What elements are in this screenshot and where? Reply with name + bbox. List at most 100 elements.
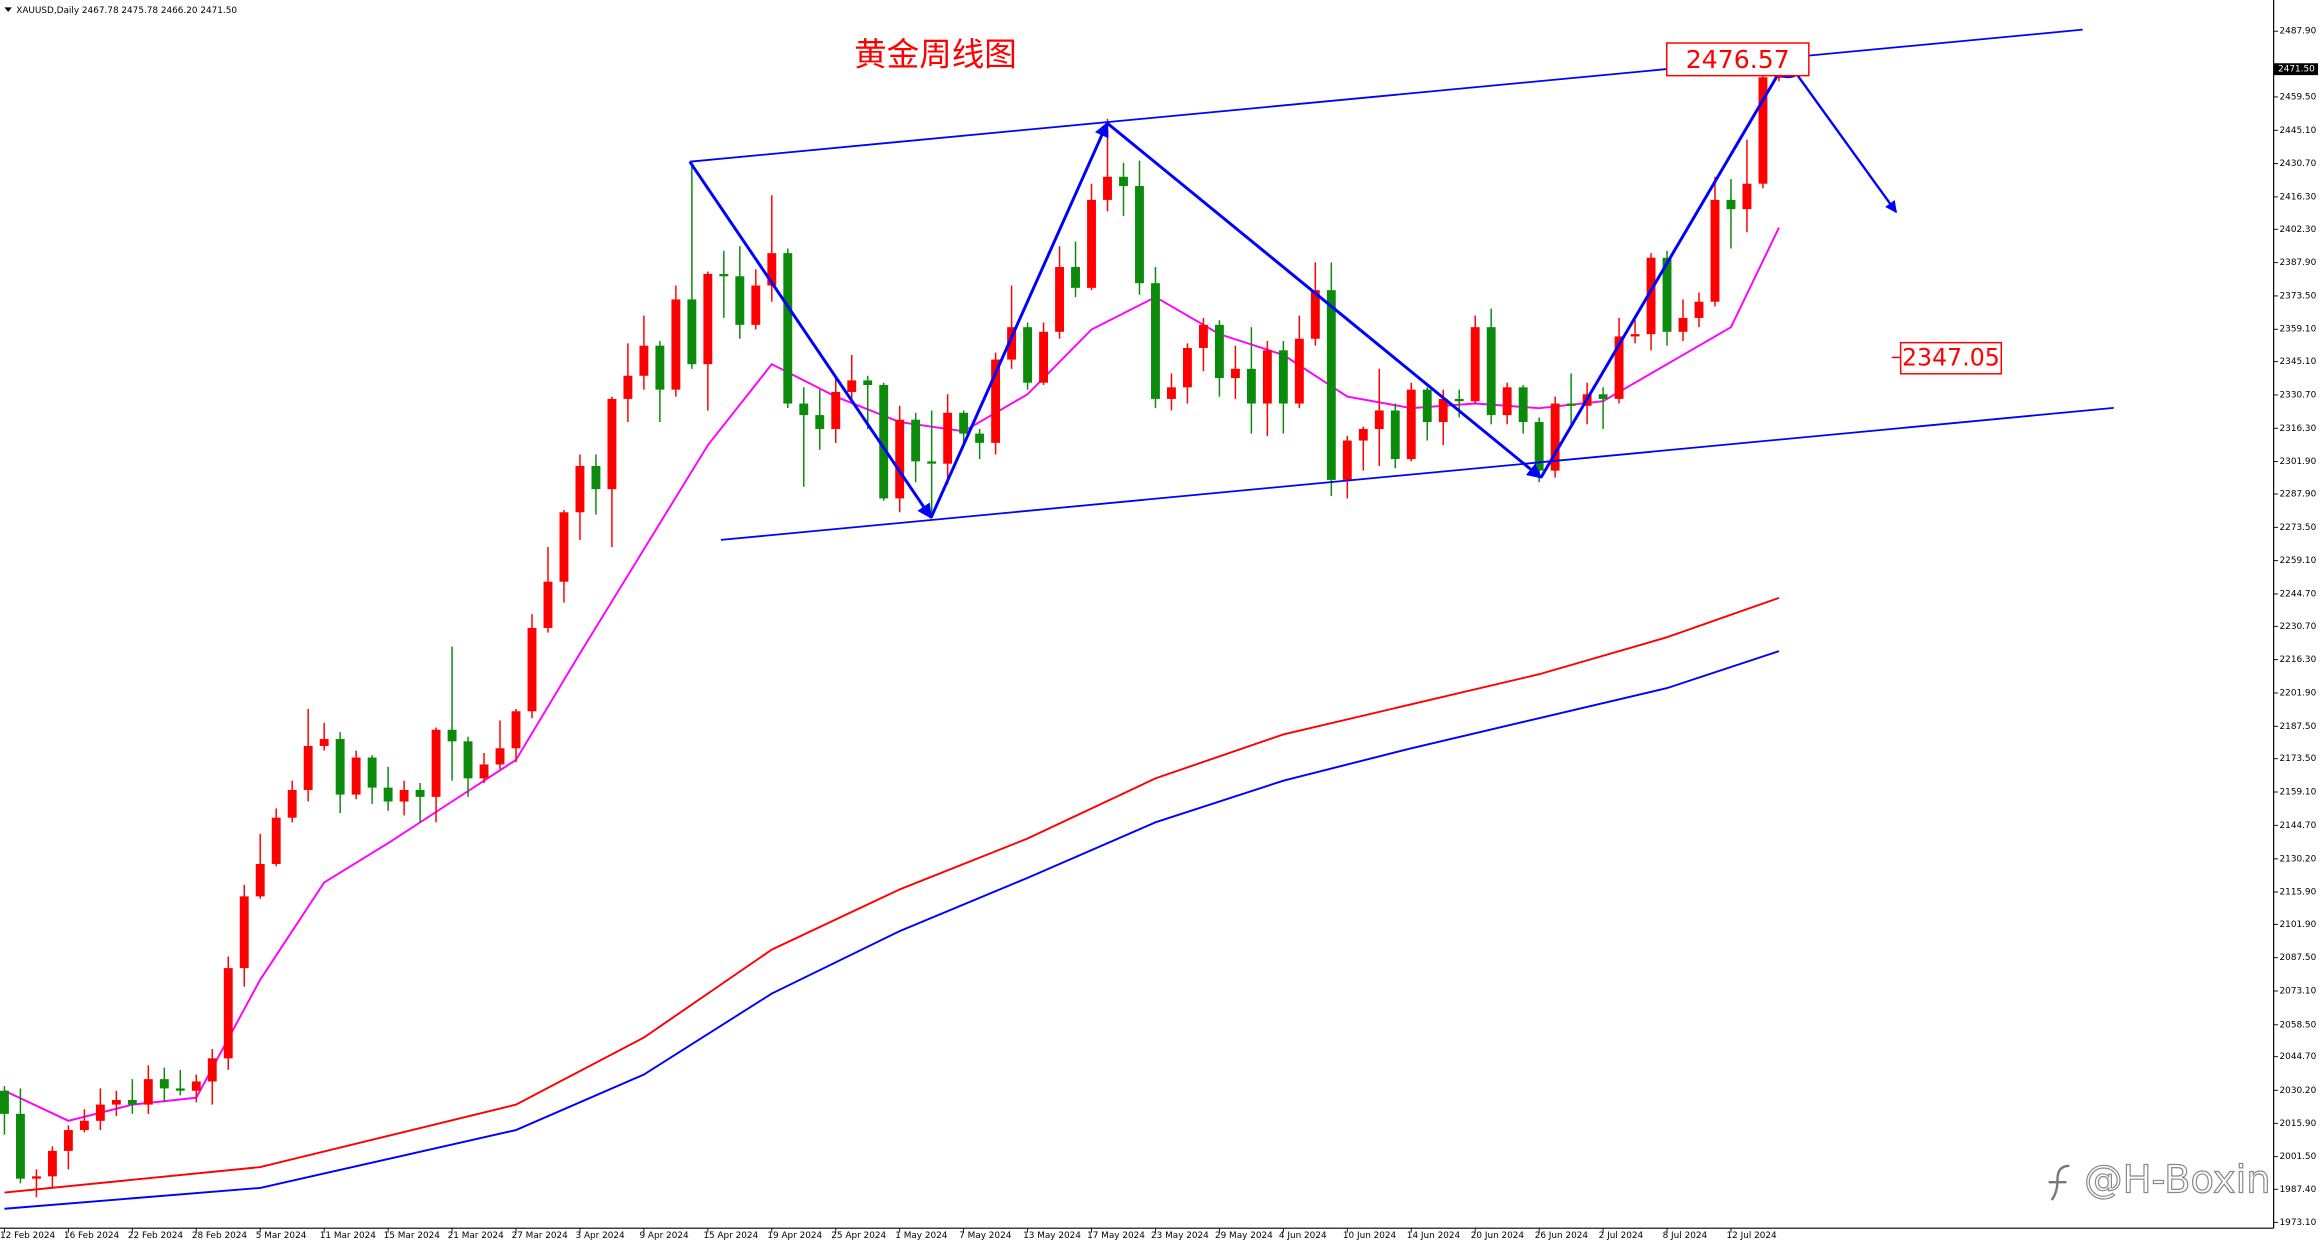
candle-body xyxy=(175,1088,185,1091)
watermark-icon xyxy=(2048,1164,2070,1201)
candle-body xyxy=(1214,324,1224,379)
last-price-label: 2471.50 xyxy=(2278,65,2315,75)
candle-body xyxy=(943,412,953,464)
candle-body xyxy=(303,745,313,790)
candle-body xyxy=(367,757,377,788)
x-tick-label: 17 May 2024 xyxy=(1087,1231,1145,1241)
y-tick-label: 2287.90 xyxy=(2280,489,2317,499)
x-tick-label: 28 Feb 2024 xyxy=(192,1231,248,1241)
channel-lower xyxy=(720,407,2114,541)
candle-body xyxy=(1135,186,1144,284)
candle-body xyxy=(1406,389,1416,460)
y-tick-label: 2273.50 xyxy=(2280,523,2317,533)
watermark: @H-Boxin xyxy=(2084,1158,2271,1203)
candle-body xyxy=(239,896,249,969)
y-tick-label: 2359.10 xyxy=(2280,325,2317,335)
candle-body xyxy=(767,253,777,286)
candle-body xyxy=(991,359,1001,443)
candle-body xyxy=(559,512,569,582)
candle-body xyxy=(927,461,937,464)
candle-body xyxy=(1310,290,1320,339)
candle-body xyxy=(207,1058,217,1082)
x-tick-label: 16 Feb 2024 xyxy=(64,1231,120,1241)
candle-body xyxy=(1566,403,1576,406)
channel-upper xyxy=(689,28,2083,163)
candle-body xyxy=(655,345,665,390)
x-tick-label: 22 Feb 2024 xyxy=(128,1231,184,1241)
candle-body xyxy=(1039,331,1049,383)
candle-body xyxy=(63,1130,73,1151)
candle-body xyxy=(1262,350,1272,404)
annotation: 2476.57 xyxy=(1686,45,1790,74)
candle-body xyxy=(1230,368,1240,379)
candle-body xyxy=(847,380,857,392)
y-tick-label: 2330.70 xyxy=(2280,390,2317,400)
candle-body xyxy=(1326,290,1336,480)
candle-body xyxy=(1534,422,1544,471)
candle-body xyxy=(1694,301,1704,318)
candle-body xyxy=(79,1120,89,1131)
x-tick-label: 11 Mar 2024 xyxy=(320,1231,377,1241)
wave-line xyxy=(1106,121,1543,479)
x-tick-label: 8 Jul 2024 xyxy=(1663,1231,1708,1241)
y-tick-label: 2387.90 xyxy=(2280,258,2317,268)
y-tick-label: 2430.70 xyxy=(2280,159,2317,169)
y-tick-label: 2373.50 xyxy=(2280,291,2317,301)
x-tick-label: 15 Apr 2024 xyxy=(703,1231,758,1241)
y-tick-label: 2130.20 xyxy=(2280,854,2317,864)
candle-body xyxy=(1470,327,1480,402)
candle-body xyxy=(911,419,921,462)
y-tick-label: 2316.30 xyxy=(2280,424,2317,434)
candle-body xyxy=(607,398,617,490)
x-tick-label: 12 Jul 2024 xyxy=(1727,1231,1778,1241)
candle-body xyxy=(735,276,745,325)
y-tick-label: 2144.70 xyxy=(2280,821,2317,831)
candle-body xyxy=(591,466,601,490)
candle-body xyxy=(143,1079,153,1105)
candle-body xyxy=(191,1081,201,1091)
y-tick-label: 2216.30 xyxy=(2280,655,2317,665)
candle-body xyxy=(1710,199,1720,302)
drawings xyxy=(688,28,2114,541)
candle-body xyxy=(383,787,393,802)
candle-body xyxy=(1726,199,1736,210)
wave-line xyxy=(929,121,1109,519)
x-tick-label: 9 Apr 2024 xyxy=(639,1231,689,1241)
candle-body xyxy=(543,581,553,628)
candle-body xyxy=(1071,267,1080,288)
candle-body xyxy=(1358,428,1368,441)
candle-body xyxy=(783,253,793,404)
x-tick-label: 19 Apr 2024 xyxy=(767,1231,822,1241)
candle-body xyxy=(1167,387,1176,399)
candle-body xyxy=(1294,338,1304,404)
candle-body xyxy=(831,391,841,429)
candle-body xyxy=(527,627,537,712)
candle-body xyxy=(255,863,265,897)
annotation-box xyxy=(1899,341,2003,375)
y-tick-label: 2416.30 xyxy=(2280,192,2317,202)
x-tick-label: 1 May 2024 xyxy=(895,1231,948,1241)
y-tick-label: 1987.40 xyxy=(2280,1185,2317,1195)
chart-header: XAUUSD,Daily 2467.78 2475.78 2466.20 247… xyxy=(16,6,237,16)
y-tick-label: 2058.50 xyxy=(2280,1020,2317,1030)
candle-body xyxy=(1007,327,1017,360)
candle-body xyxy=(959,412,969,434)
candle-body xyxy=(1278,350,1288,404)
candle-body xyxy=(1678,317,1688,332)
candle-body xyxy=(1438,398,1448,423)
candle-body xyxy=(879,385,889,499)
wave-line xyxy=(1787,61,1898,214)
last-price-tag xyxy=(2273,63,2319,76)
x-tick-label: 29 May 2024 xyxy=(1215,1231,1273,1241)
x-tick-label: 26 Jun 2024 xyxy=(1535,1231,1589,1241)
y-tick-label: 2159.10 xyxy=(2280,788,2317,798)
candle-body xyxy=(111,1099,121,1105)
candle-body xyxy=(1023,327,1033,383)
x-tick-label: 20 Jun 2024 xyxy=(1471,1231,1525,1241)
candle-body xyxy=(1758,77,1768,184)
x-tick-label: 15 Mar 2024 xyxy=(384,1231,441,1241)
candle-body xyxy=(511,711,521,749)
candle-body xyxy=(1374,410,1384,429)
